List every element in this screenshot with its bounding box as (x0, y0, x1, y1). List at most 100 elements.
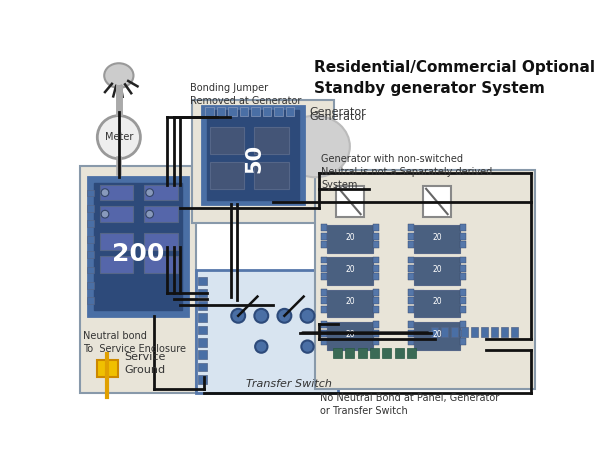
Text: Neutral bond
To  Service Enclosure: Neutral bond To Service Enclosure (83, 331, 185, 354)
Circle shape (301, 309, 314, 323)
FancyBboxPatch shape (395, 348, 404, 358)
FancyBboxPatch shape (320, 241, 327, 248)
FancyBboxPatch shape (407, 348, 416, 358)
FancyBboxPatch shape (80, 166, 196, 393)
FancyBboxPatch shape (86, 205, 94, 212)
FancyBboxPatch shape (217, 107, 225, 117)
FancyBboxPatch shape (407, 306, 414, 313)
FancyBboxPatch shape (460, 256, 466, 263)
FancyBboxPatch shape (460, 224, 466, 231)
FancyBboxPatch shape (345, 348, 355, 358)
Text: Meter: Meter (104, 132, 133, 142)
Circle shape (231, 309, 245, 323)
FancyBboxPatch shape (414, 225, 460, 252)
Text: Generator: Generator (309, 112, 366, 122)
FancyBboxPatch shape (198, 301, 208, 310)
FancyBboxPatch shape (198, 326, 208, 334)
FancyBboxPatch shape (407, 274, 414, 280)
FancyBboxPatch shape (86, 189, 94, 197)
FancyBboxPatch shape (88, 177, 188, 316)
FancyBboxPatch shape (407, 265, 414, 272)
Circle shape (101, 210, 109, 218)
FancyBboxPatch shape (382, 348, 391, 358)
FancyBboxPatch shape (373, 256, 379, 263)
FancyBboxPatch shape (210, 127, 244, 154)
FancyBboxPatch shape (373, 265, 379, 272)
Text: 20: 20 (432, 233, 442, 242)
FancyBboxPatch shape (460, 233, 466, 239)
Circle shape (97, 116, 140, 159)
Text: 20: 20 (432, 265, 442, 274)
FancyBboxPatch shape (198, 277, 208, 285)
FancyBboxPatch shape (407, 297, 414, 304)
FancyBboxPatch shape (144, 207, 178, 222)
FancyBboxPatch shape (198, 351, 208, 359)
FancyBboxPatch shape (373, 297, 379, 304)
FancyBboxPatch shape (373, 306, 379, 313)
FancyBboxPatch shape (320, 297, 327, 304)
Text: Residential/Commercial Optional
Standby generator System: Residential/Commercial Optional Standby … (314, 60, 595, 96)
FancyBboxPatch shape (198, 289, 208, 297)
FancyBboxPatch shape (320, 265, 327, 272)
Text: 20: 20 (345, 330, 355, 339)
FancyBboxPatch shape (254, 127, 289, 154)
FancyBboxPatch shape (240, 107, 248, 117)
Text: No Neutral Bond at Panel, Generator
or Transfer Switch: No Neutral Bond at Panel, Generator or T… (320, 393, 499, 416)
FancyBboxPatch shape (320, 289, 327, 296)
FancyBboxPatch shape (407, 330, 414, 337)
FancyBboxPatch shape (407, 256, 414, 263)
FancyBboxPatch shape (198, 375, 208, 383)
FancyBboxPatch shape (320, 233, 327, 239)
Circle shape (301, 341, 314, 353)
FancyBboxPatch shape (100, 207, 133, 222)
FancyBboxPatch shape (370, 348, 379, 358)
FancyBboxPatch shape (286, 107, 295, 117)
FancyBboxPatch shape (86, 220, 94, 227)
Circle shape (146, 210, 154, 218)
FancyBboxPatch shape (491, 327, 499, 338)
FancyBboxPatch shape (327, 257, 373, 285)
FancyBboxPatch shape (407, 321, 414, 328)
Circle shape (277, 309, 292, 323)
Text: Generator: Generator (309, 107, 366, 117)
FancyBboxPatch shape (460, 274, 466, 280)
Text: Service
Ground: Service Ground (124, 352, 166, 375)
FancyBboxPatch shape (315, 170, 535, 389)
FancyBboxPatch shape (373, 274, 379, 280)
FancyBboxPatch shape (460, 297, 466, 304)
Ellipse shape (281, 116, 350, 177)
FancyBboxPatch shape (198, 338, 208, 346)
FancyBboxPatch shape (373, 224, 379, 231)
FancyBboxPatch shape (327, 290, 373, 317)
FancyBboxPatch shape (320, 306, 327, 313)
FancyBboxPatch shape (333, 348, 342, 358)
FancyBboxPatch shape (414, 257, 460, 285)
FancyBboxPatch shape (407, 224, 414, 231)
FancyBboxPatch shape (327, 225, 373, 252)
FancyBboxPatch shape (358, 348, 367, 358)
FancyBboxPatch shape (228, 107, 236, 117)
FancyBboxPatch shape (100, 233, 133, 250)
FancyBboxPatch shape (373, 241, 379, 248)
FancyBboxPatch shape (373, 330, 379, 337)
FancyBboxPatch shape (407, 338, 414, 345)
FancyBboxPatch shape (86, 251, 94, 258)
FancyBboxPatch shape (210, 162, 244, 189)
FancyBboxPatch shape (373, 233, 379, 239)
Text: 20: 20 (432, 297, 442, 306)
FancyBboxPatch shape (192, 100, 334, 223)
FancyBboxPatch shape (94, 183, 182, 310)
FancyBboxPatch shape (86, 297, 94, 304)
FancyBboxPatch shape (144, 185, 178, 200)
FancyBboxPatch shape (460, 241, 466, 248)
FancyBboxPatch shape (460, 306, 466, 313)
FancyBboxPatch shape (511, 327, 518, 338)
FancyBboxPatch shape (263, 107, 271, 117)
FancyBboxPatch shape (144, 233, 178, 250)
FancyBboxPatch shape (320, 224, 327, 231)
FancyBboxPatch shape (336, 186, 364, 217)
FancyBboxPatch shape (460, 265, 466, 272)
Text: Bonding Jumper
Removed at Generator: Bonding Jumper Removed at Generator (190, 83, 302, 106)
FancyBboxPatch shape (471, 327, 478, 338)
FancyBboxPatch shape (373, 321, 379, 328)
